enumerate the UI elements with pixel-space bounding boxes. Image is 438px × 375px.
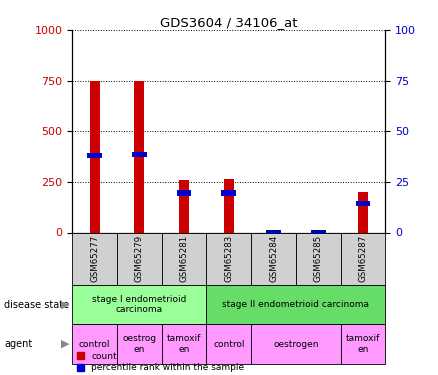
Text: GSM65284: GSM65284 <box>269 235 278 282</box>
Bar <box>224 179 234 232</box>
Text: GSM65279: GSM65279 <box>135 235 144 282</box>
Text: stage I endometrioid
carcinoma: stage I endometrioid carcinoma <box>92 295 187 314</box>
Text: agent: agent <box>4 339 32 349</box>
Bar <box>206 232 251 285</box>
Text: stage II endometrioid carcinoma: stage II endometrioid carcinoma <box>223 300 370 309</box>
Bar <box>162 324 206 364</box>
Bar <box>341 324 385 364</box>
Bar <box>134 81 144 232</box>
Bar <box>341 232 385 285</box>
Bar <box>222 190 236 195</box>
Text: GSM65277: GSM65277 <box>90 235 99 282</box>
Bar <box>117 232 162 285</box>
Bar <box>72 232 117 285</box>
Text: control: control <box>213 340 244 349</box>
Bar <box>296 232 341 285</box>
Bar <box>251 324 341 364</box>
Bar <box>179 180 189 232</box>
Text: ▶: ▶ <box>60 300 69 310</box>
Bar <box>356 201 371 206</box>
Bar <box>117 324 162 364</box>
Bar <box>132 152 147 157</box>
Text: oestrog
en: oestrog en <box>122 334 156 354</box>
Text: control: control <box>79 340 110 349</box>
Text: GSM65287: GSM65287 <box>359 235 367 282</box>
Bar <box>358 192 368 232</box>
Text: GSM65283: GSM65283 <box>224 235 233 282</box>
Bar <box>90 81 99 232</box>
Bar <box>311 230 326 235</box>
Text: tamoxif
en: tamoxif en <box>167 334 201 354</box>
Text: tamoxif
en: tamoxif en <box>346 334 380 354</box>
Bar <box>206 285 385 324</box>
Bar <box>206 324 251 364</box>
Bar <box>266 230 281 235</box>
Bar <box>162 232 206 285</box>
Text: GSM65281: GSM65281 <box>180 235 189 282</box>
Text: oestrogen: oestrogen <box>273 340 319 349</box>
Bar <box>72 285 206 324</box>
Bar <box>87 153 102 158</box>
Legend: count, percentile rank within the sample: count, percentile rank within the sample <box>77 352 244 372</box>
Bar <box>251 232 296 285</box>
Bar <box>72 324 117 364</box>
Text: GSM65285: GSM65285 <box>314 235 323 282</box>
Text: ▶: ▶ <box>60 339 69 349</box>
Title: GDS3604 / 34106_at: GDS3604 / 34106_at <box>160 16 297 29</box>
Text: disease state: disease state <box>4 300 70 310</box>
Bar <box>177 190 191 195</box>
